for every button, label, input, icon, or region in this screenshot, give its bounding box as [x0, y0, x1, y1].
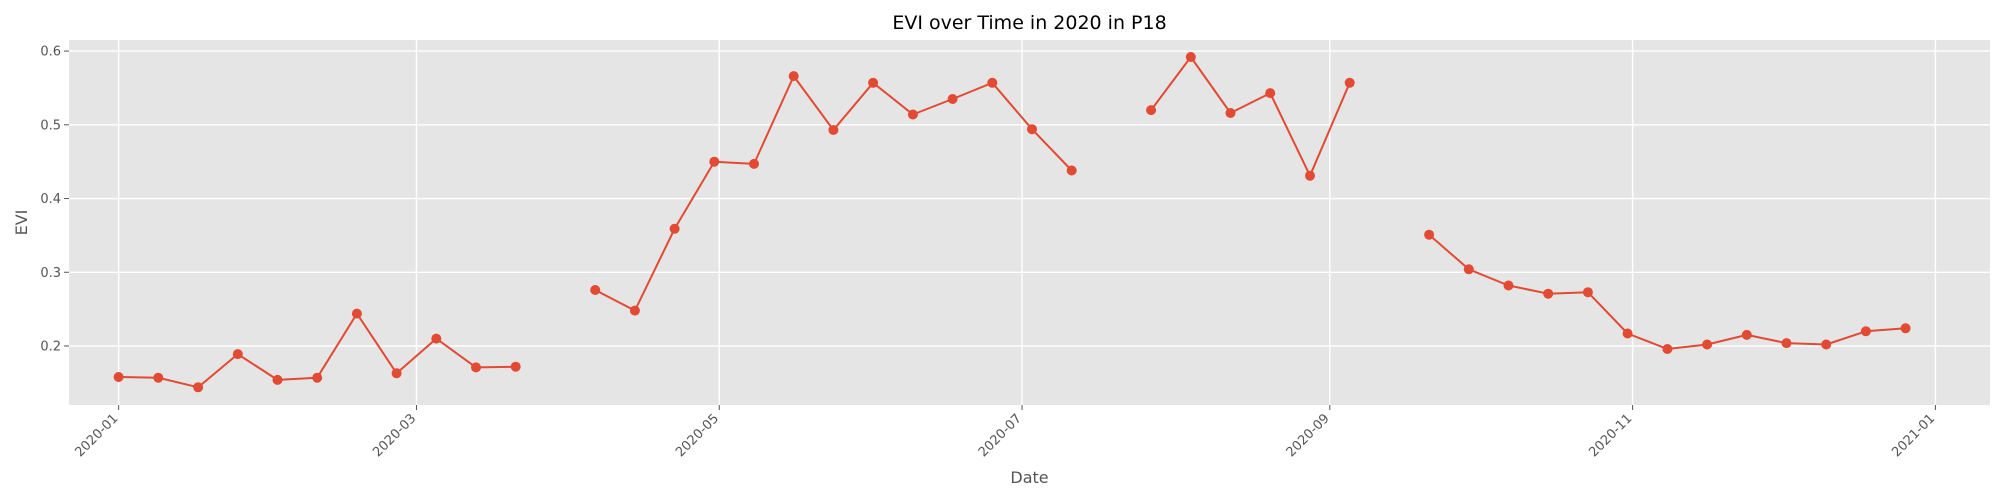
- data-point: [1265, 88, 1276, 99]
- data-point: [669, 223, 680, 234]
- data-point: [947, 94, 958, 104]
- data-point: [1622, 328, 1633, 339]
- data-point: [431, 333, 442, 344]
- data-point: [1185, 52, 1196, 62]
- y-tick-label: 0.4: [40, 192, 61, 207]
- data-point: [1781, 338, 1792, 349]
- data-point: [1860, 326, 1871, 337]
- data-point: [312, 372, 323, 383]
- data-point: [828, 125, 839, 135]
- data-point: [1543, 288, 1554, 299]
- data-point: [590, 285, 601, 295]
- data-point: [1225, 108, 1236, 118]
- data-point: [868, 77, 879, 88]
- data-point: [1900, 323, 1911, 334]
- grid-lines: [69, 40, 1990, 405]
- series-evi: [113, 52, 1911, 393]
- data-point: [153, 372, 164, 383]
- data-point: [788, 71, 799, 82]
- x-axis-label: Date: [1010, 468, 1048, 487]
- x-tick-label: 2020-03: [370, 411, 419, 460]
- data-point: [1503, 280, 1514, 291]
- data-point: [510, 361, 521, 372]
- data-point: [1344, 77, 1355, 88]
- data-point: [1463, 264, 1474, 275]
- x-tick-label: 2020-07: [976, 411, 1025, 460]
- chart-title: EVI over Time in 2020 in P18: [892, 12, 1166, 34]
- data-point: [113, 372, 124, 382]
- data-point: [1305, 170, 1315, 181]
- data-point: [1146, 105, 1157, 116]
- data-point: [749, 158, 759, 169]
- x-tick-label: 2020-11: [1586, 411, 1635, 460]
- data-point: [1582, 287, 1593, 298]
- data-point: [193, 382, 204, 393]
- data-point: [1027, 124, 1037, 135]
- x-tick-label: 2021-01: [1889, 411, 1938, 460]
- y-tick-label: 0.3: [40, 266, 61, 281]
- x-tick-label: 2020-05: [673, 411, 722, 460]
- data-point: [391, 368, 402, 379]
- y-tick-label: 0.2: [40, 340, 61, 355]
- x-tick-label: 2020-01: [72, 411, 121, 460]
- data-point: [1702, 339, 1713, 350]
- plot-background: [69, 40, 1990, 405]
- data-point: [1424, 229, 1435, 240]
- y-axis-label: EVI: [12, 210, 31, 236]
- data-point: [907, 109, 918, 120]
- x-tick-label: 2020-09: [1284, 411, 1333, 460]
- data-point: [987, 77, 998, 88]
- data-point: [629, 305, 640, 316]
- data-point: [471, 362, 481, 373]
- data-point: [1821, 339, 1832, 350]
- data-point: [1066, 165, 1077, 176]
- data-point: [351, 308, 362, 319]
- series-line-segment: [1150, 56, 1351, 177]
- data-point: [232, 349, 243, 360]
- data-point: [1662, 344, 1673, 354]
- data-point: [1741, 329, 1752, 340]
- data-point: [709, 156, 720, 167]
- data-point: [272, 374, 283, 385]
- y-tick-label: 0.5: [40, 118, 61, 133]
- y-tick-label: 0.6: [40, 45, 61, 60]
